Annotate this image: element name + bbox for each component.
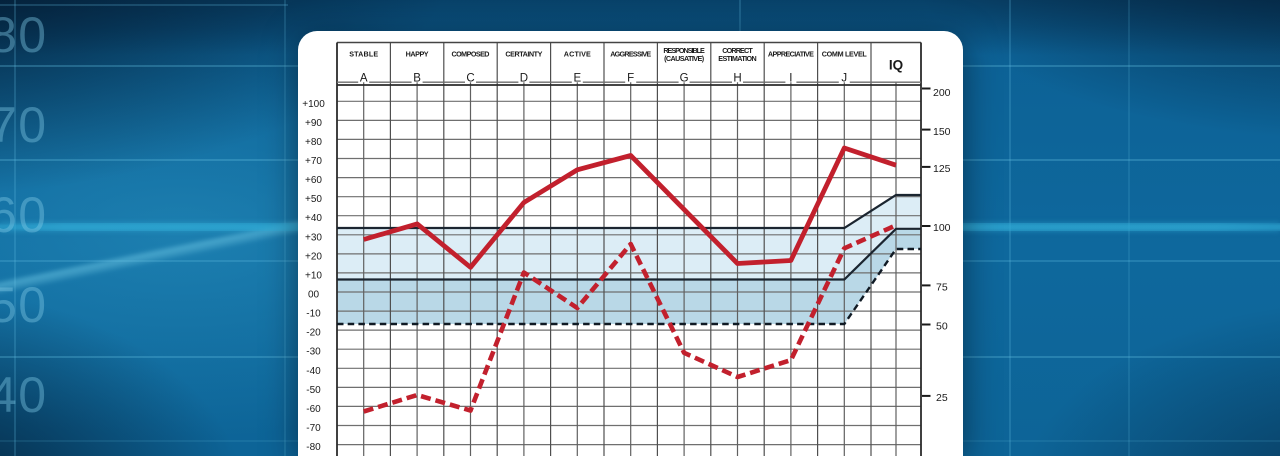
svg-text:E: E xyxy=(573,72,581,84)
svg-text:+40: +40 xyxy=(305,213,322,224)
svg-text:AGGRESSIVE: AGGRESSIVE xyxy=(610,50,651,59)
svg-text:-40: -40 xyxy=(306,366,321,377)
svg-text:A: A xyxy=(360,72,368,84)
svg-text:F: F xyxy=(627,72,634,84)
svg-text:+80: +80 xyxy=(305,137,322,148)
svg-text:D: D xyxy=(520,72,528,84)
svg-text:+100: +100 xyxy=(302,99,325,110)
svg-text:+10: +10 xyxy=(305,270,322,281)
svg-text:J: J xyxy=(841,72,847,84)
svg-text:B: B xyxy=(413,72,421,84)
svg-text:200: 200 xyxy=(933,87,951,99)
svg-text:-30: -30 xyxy=(306,347,321,358)
svg-text:CORRECT: CORRECT xyxy=(722,46,753,55)
svg-text:STABLE: STABLE xyxy=(349,50,378,59)
svg-text:+50: +50 xyxy=(305,194,322,205)
svg-text:H: H xyxy=(733,72,741,84)
svg-text:-10: -10 xyxy=(306,309,321,320)
svg-text:00: 00 xyxy=(308,290,320,301)
svg-text:+70: +70 xyxy=(305,156,322,167)
svg-text:75: 75 xyxy=(936,282,948,294)
svg-text:ACTIVE: ACTIVE xyxy=(564,50,591,59)
svg-text:-70: -70 xyxy=(306,423,321,434)
svg-text:COMM LEVEL: COMM LEVEL xyxy=(822,50,868,59)
svg-text:25: 25 xyxy=(936,392,948,404)
svg-text:100: 100 xyxy=(933,222,951,234)
svg-text:ESTIMATION: ESTIMATION xyxy=(718,54,757,63)
svg-text:CERTAINTY: CERTAINTY xyxy=(505,50,542,59)
svg-text:150: 150 xyxy=(933,126,951,138)
svg-text:IQ: IQ xyxy=(889,58,903,73)
svg-text:-20: -20 xyxy=(306,328,321,339)
svg-text:125: 125 xyxy=(933,163,951,175)
svg-text:-60: -60 xyxy=(306,404,321,415)
svg-text:+60: +60 xyxy=(305,175,322,186)
svg-text:APPRECIATIVE: APPRECIATIVE xyxy=(768,50,814,59)
svg-text:50: 50 xyxy=(936,321,948,333)
svg-text:G: G xyxy=(680,72,689,84)
svg-text:+30: +30 xyxy=(305,232,322,243)
svg-text:I: I xyxy=(789,72,792,84)
svg-text:-80: -80 xyxy=(306,442,321,453)
svg-text:C: C xyxy=(466,72,474,84)
svg-text:(CAUSATIVE): (CAUSATIVE) xyxy=(664,54,705,63)
svg-text:COMPOSED: COMPOSED xyxy=(452,50,490,59)
svg-text:+90: +90 xyxy=(305,118,322,129)
svg-text:+20: +20 xyxy=(305,251,322,262)
svg-text:RESPONSIBLE: RESPONSIBLE xyxy=(663,46,705,55)
svg-text:-50: -50 xyxy=(306,385,321,396)
svg-text:HAPPY: HAPPY xyxy=(406,50,429,59)
